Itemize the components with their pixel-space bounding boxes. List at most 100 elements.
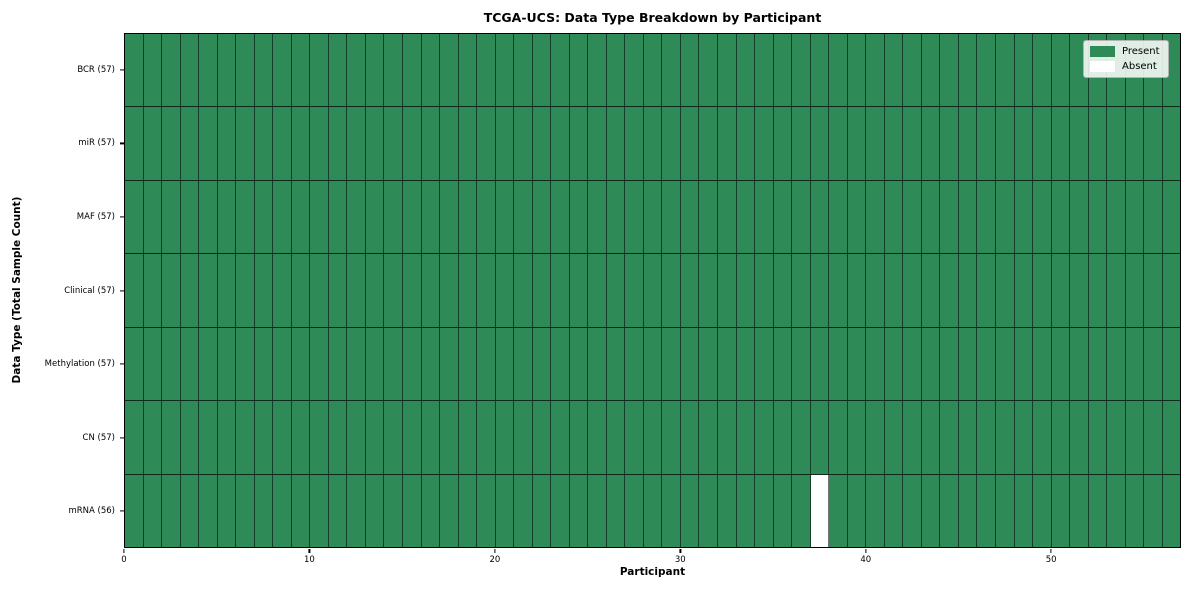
heatmap-cell: [606, 327, 626, 401]
heatmap-cell: [217, 180, 237, 254]
y-tick-mark: [120, 289, 124, 292]
heatmap-cell: [1051, 180, 1071, 254]
heatmap-cell: [1014, 34, 1034, 107]
heatmap-cell: [1070, 180, 1089, 254]
heatmap-cell: [773, 107, 793, 180]
heatmap-cell: [458, 254, 478, 327]
heatmap-cell: [1051, 401, 1071, 474]
heatmap-cell: [884, 401, 904, 474]
heatmap-cell: [569, 327, 589, 401]
heatmap-cell: [291, 107, 311, 180]
heatmap-cell: [236, 254, 255, 327]
heatmap-cell: [1033, 34, 1052, 107]
heatmap-cell: [643, 254, 663, 327]
heatmap-cell: [718, 107, 737, 180]
heatmap-row: [125, 107, 1181, 181]
heatmap-cell: [903, 327, 922, 401]
heatmap-cell: [254, 254, 274, 327]
heatmap-cell: [458, 401, 478, 474]
heatmap-cell: [254, 180, 274, 254]
heatmap-cell: [921, 107, 941, 180]
heatmap-cell: [958, 34, 978, 107]
heatmap-cell: [588, 180, 607, 254]
heatmap-cell: [940, 401, 959, 474]
heatmap-cell: [495, 401, 515, 474]
heatmap-cell: [1125, 180, 1145, 254]
y-tick-label: Methylation (57): [44, 359, 115, 370]
heatmap-cell: [495, 34, 515, 107]
heatmap-cell: [532, 401, 552, 474]
heatmap-cell: [254, 401, 274, 474]
heatmap-row: [125, 34, 1181, 108]
heatmap-cell: [477, 180, 496, 254]
heatmap-cell: [606, 34, 626, 107]
heatmap-cell: [143, 474, 163, 547]
heatmap-cell: [1144, 327, 1163, 401]
heatmap-cell: [958, 254, 978, 327]
heatmap-cell: [1162, 107, 1181, 180]
heatmap-cell: [1051, 327, 1071, 401]
heatmap-cell: [662, 254, 681, 327]
heatmap-cell: [458, 107, 478, 180]
heatmap-cell: [903, 107, 922, 180]
heatmap-cell: [680, 401, 700, 474]
heatmap-cell: [440, 401, 459, 474]
heatmap-cell: [1070, 474, 1089, 547]
heatmap-cell: [1107, 107, 1126, 180]
heatmap-cell: [514, 401, 533, 474]
heatmap-cell: [217, 401, 237, 474]
heatmap-cell: [402, 180, 422, 254]
heatmap-cell: [1033, 327, 1052, 401]
heatmap-cell: [365, 401, 385, 474]
heatmap-cell: [866, 180, 885, 254]
heatmap-cell: [551, 180, 570, 254]
legend-label: Present: [1122, 46, 1160, 57]
heatmap-cell: [1033, 474, 1052, 547]
heatmap-cell: [995, 327, 1015, 401]
y-tick-label: BCR (57): [77, 64, 115, 75]
heatmap-cell: [662, 107, 681, 180]
heatmap-cell: [477, 474, 496, 547]
heatmap-cell: [569, 474, 589, 547]
heatmap-cell: [1033, 180, 1052, 254]
heatmap-cell: [1014, 107, 1034, 180]
heatmap-cell: [347, 401, 366, 474]
heatmap-cell: [643, 401, 663, 474]
heatmap-cell: [402, 401, 422, 474]
heatmap-cell: [328, 34, 348, 107]
heatmap-cell: [736, 401, 756, 474]
heatmap-cell: [699, 327, 718, 401]
heatmap-cell: [217, 327, 237, 401]
x-tick-mark: [1050, 549, 1052, 553]
heatmap-plot: [124, 33, 1181, 548]
heatmap-cell: [384, 474, 403, 547]
heatmap-cell: [847, 474, 867, 547]
heatmap-cell: [1051, 254, 1071, 327]
heatmap-cell: [662, 180, 681, 254]
heatmap-cell: [310, 401, 329, 474]
heatmap-cell: [792, 107, 811, 180]
heatmap-cell: [162, 474, 181, 547]
heatmap-cell: [1125, 107, 1145, 180]
heatmap-cell: [718, 254, 737, 327]
heatmap-cell: [514, 327, 533, 401]
heatmap-cell: [551, 327, 570, 401]
x-tick-mark: [308, 549, 311, 553]
heatmap-cell: [384, 107, 403, 180]
x-tick-mark: [865, 549, 867, 553]
heatmap-cell: [588, 474, 607, 547]
heatmap-cell: [291, 327, 311, 401]
heatmap-cell: [440, 474, 459, 547]
heatmap-cell: [162, 34, 181, 107]
heatmap-cell: [773, 180, 793, 254]
legend: Present Absent: [1083, 40, 1169, 78]
heatmap-cell: [699, 180, 718, 254]
heatmap-cell: [143, 107, 163, 180]
heatmap-cell: [532, 107, 552, 180]
heatmap-cell: [921, 34, 941, 107]
y-tick-mark: [120, 216, 124, 218]
heatmap-cell: [569, 34, 589, 107]
heatmap-cell: [680, 180, 700, 254]
heatmap-cell: [736, 107, 756, 180]
heatmap-cell: [1144, 401, 1163, 474]
